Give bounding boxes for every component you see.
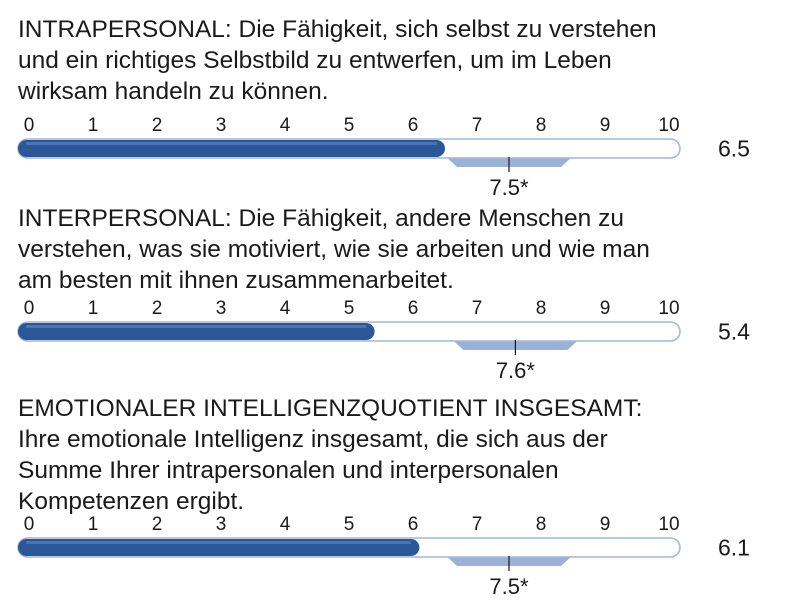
description-line: Summe Ihrer intrapersonalen und interper… <box>18 457 559 484</box>
tick-label: 4 <box>280 514 291 535</box>
tick-label: 7 <box>472 514 483 535</box>
description-line: INTRAPERSONAL: Die Fähigkeit, sich selbs… <box>18 16 657 43</box>
description-line: und ein richtiges Selbstbild zu entwerfe… <box>18 47 612 74</box>
tick-label: 8 <box>536 514 547 535</box>
tick-label: 3 <box>216 298 227 319</box>
tick-label: 10 <box>658 115 679 136</box>
tick-label: 0 <box>24 115 35 136</box>
tick-label: 7 <box>472 298 483 319</box>
tick-label: 1 <box>88 298 99 319</box>
scale-chart: 0 1 2 3 4 5 6 7 8 9 10 7.5* 6.1 <box>17 514 750 599</box>
scale-description: EMOTIONALER INTELLIGENZQUOTIENT INSGESAM… <box>18 393 642 517</box>
tick-label: 3 <box>216 514 227 535</box>
tick-label: 1 <box>88 115 99 136</box>
tick-label: 3 <box>216 115 227 136</box>
tick-label: 2 <box>152 115 163 136</box>
scale-description: INTERPERSONAL: Die Fähigkeit, andere Men… <box>18 203 650 296</box>
tick-label: 10 <box>658 298 679 319</box>
tick-label: 9 <box>600 115 611 136</box>
scale-description: INTRAPERSONAL: Die Fähigkeit, sich selbs… <box>18 14 657 107</box>
tick-label: 2 <box>152 298 163 319</box>
scale-chart: 0 1 2 3 4 5 6 7 8 9 10 7.6* 5.4 <box>17 298 750 383</box>
value-bar-highlight <box>26 541 412 544</box>
tick-label: 0 <box>24 298 35 319</box>
tick-label: 8 <box>536 298 547 319</box>
tick-label: 5 <box>344 115 355 136</box>
tick-label: 6 <box>408 115 419 136</box>
value-label: 6.5 <box>718 136 750 162</box>
value-bar-highlight <box>26 325 367 328</box>
tick-label: 1 <box>88 514 99 535</box>
value-label: 6.1 <box>718 535 750 561</box>
description-line: EMOTIONALER INTELLIGENZQUOTIENT INSGESAM… <box>18 395 643 422</box>
description-line: am besten mit ihnen zusammenarbeitet. <box>18 267 454 294</box>
tick-label: 6 <box>408 298 419 319</box>
average-label: 7.6* <box>496 358 536 383</box>
tick-label: 9 <box>600 298 611 319</box>
value-label: 5.4 <box>718 319 750 345</box>
scale-chart: 0 1 2 3 4 5 6 7 8 9 10 7.5* 6.5 <box>17 115 750 200</box>
tick-label: 4 <box>280 298 291 319</box>
description-line: wirksam handeln zu können. <box>18 78 329 105</box>
description-line: Ihre emotionale Intelligenz insgesamt, d… <box>18 426 608 453</box>
tick-label: 9 <box>600 514 611 535</box>
tick-label: 5 <box>344 514 355 535</box>
description-line: INTERPERSONAL: Die Fähigkeit, andere Men… <box>18 205 624 232</box>
tick-label: 2 <box>152 514 163 535</box>
value-bar-highlight <box>26 142 437 145</box>
tick-label: 7 <box>472 115 483 136</box>
tick-label: 0 <box>24 514 35 535</box>
tick-label: 10 <box>658 514 679 535</box>
description-line: verstehen, was sie motiviert, wie sie ar… <box>18 236 650 263</box>
average-label: 7.5* <box>489 175 529 200</box>
tick-label: 8 <box>536 115 547 136</box>
description-line: Kompetenzen ergibt. <box>18 488 245 515</box>
tick-label: 6 <box>408 514 419 535</box>
tick-label: 4 <box>280 115 291 136</box>
tick-label: 5 <box>344 298 355 319</box>
average-label: 7.5* <box>489 574 529 599</box>
